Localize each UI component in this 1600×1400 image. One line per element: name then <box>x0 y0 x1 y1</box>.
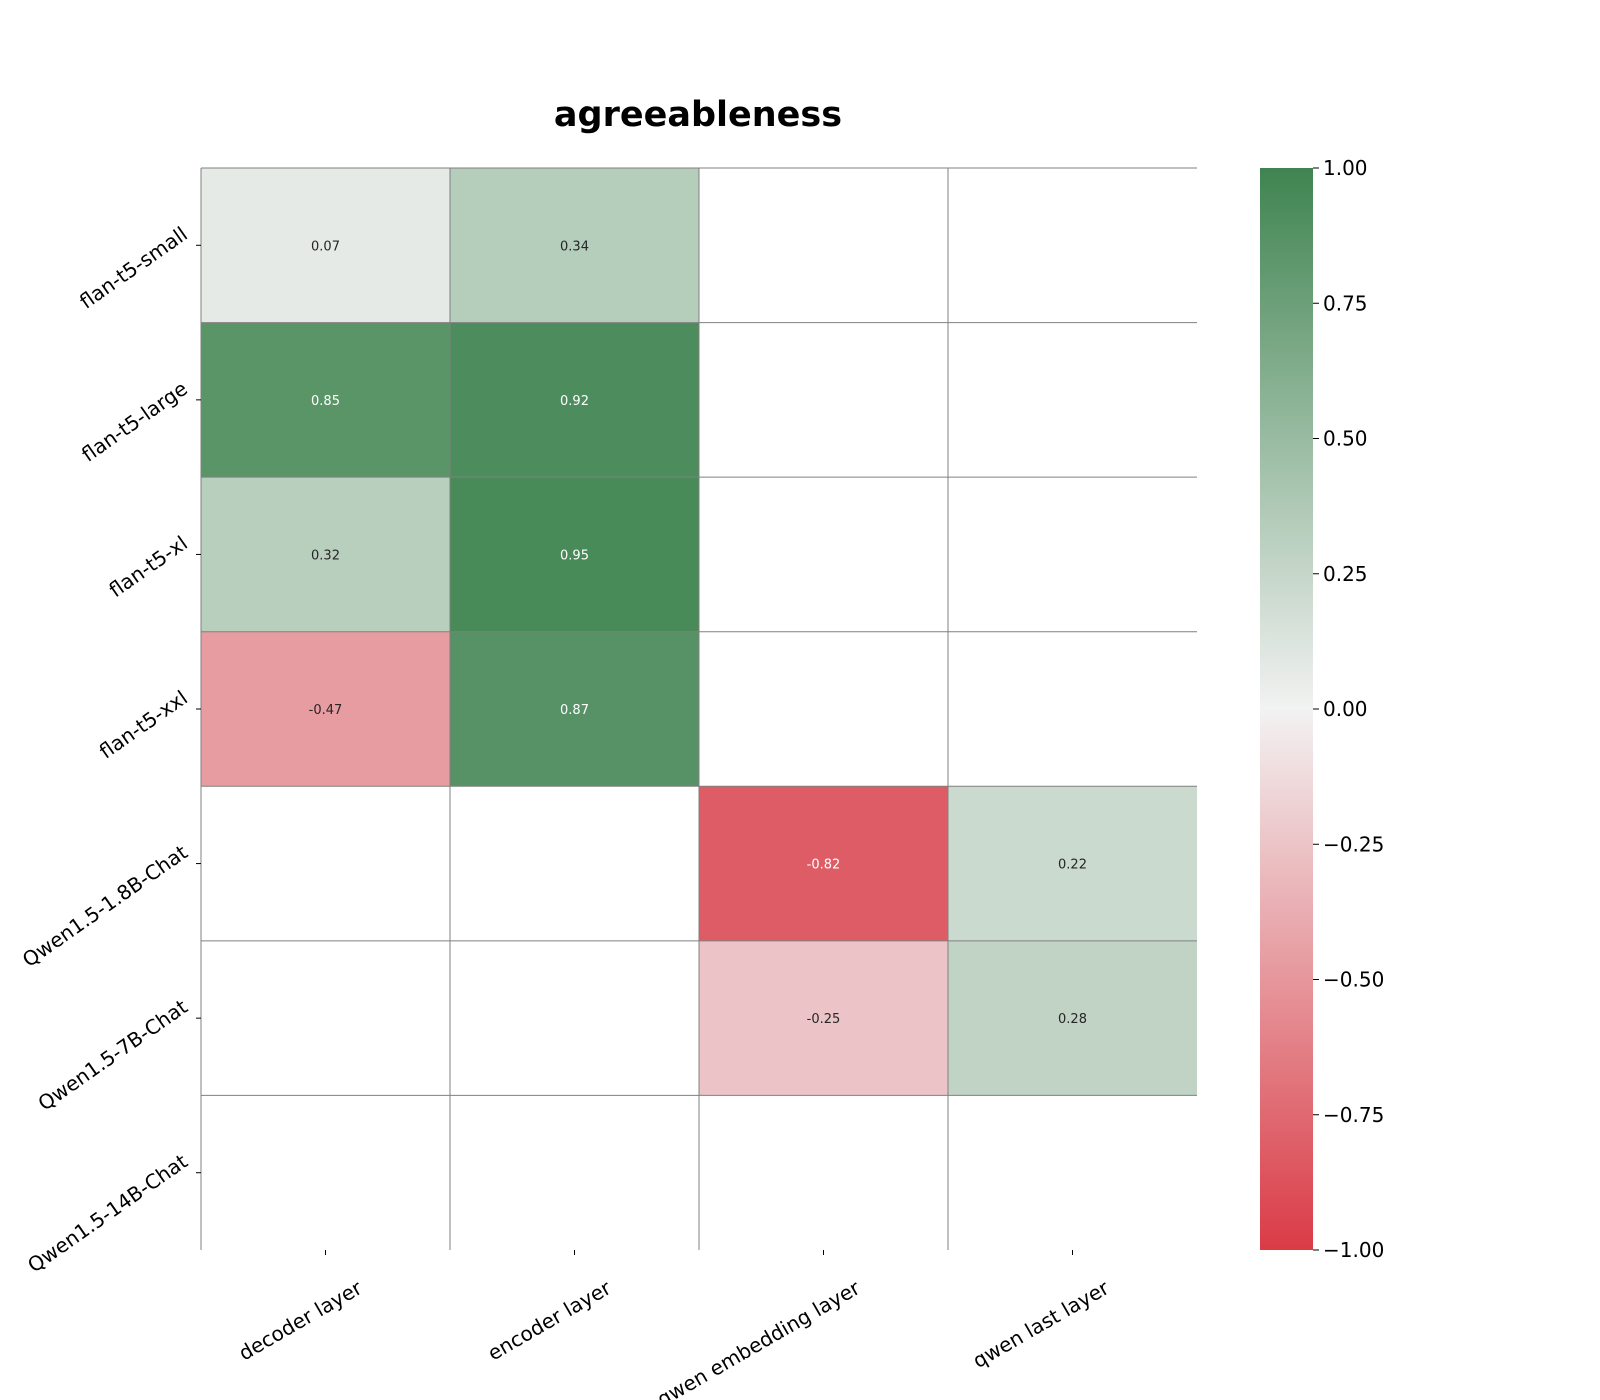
heatmap-grid <box>200 167 1197 1250</box>
heatmap-cell <box>201 168 450 323</box>
cell-value-label: -0.25 <box>807 1012 841 1027</box>
colorbar: 1.00 0.75 0.50 0.25 0.00 −0.25 −0.50 −0.75 −1.00 <box>1260 156 1384 1262</box>
y-tick-label: flan-t5-small <box>75 222 192 314</box>
y-tick-label: flan-t5-large <box>77 376 192 466</box>
heatmap-cell <box>201 631 450 787</box>
cell-value-label: 0.32 <box>311 548 340 563</box>
heatmap-cells <box>201 168 1197 1096</box>
y-tick-label: Qwen1.5-7B-Chat <box>34 994 192 1115</box>
y-tick-label: Qwen1.5-1.8B-Chat <box>18 840 192 972</box>
y-tick-label: flan-t5-xl <box>104 531 191 602</box>
colorbar-tick-label: 0.75 <box>1323 291 1368 315</box>
y-axis: flan-t5-small flan-t5-large flan-t5-xl flan… <box>18 222 201 1277</box>
heatmap-cell <box>948 940 1197 1096</box>
cell-value-label: -0.47 <box>309 703 343 718</box>
colorbar-tick-label: 0.50 <box>1323 427 1368 451</box>
heatmap-cell <box>948 786 1197 941</box>
colorbar-tick-label: −0.50 <box>1323 968 1384 992</box>
colorbar-tick-label: −1.00 <box>1323 1238 1384 1262</box>
cell-value-label: 0.92 <box>560 394 589 409</box>
heatmap-cell <box>450 631 699 787</box>
x-axis: decoder layer encoder layer qwen embedding… <box>234 1250 1114 1400</box>
heatmap-cell <box>201 322 450 478</box>
cell-value-label: 0.22 <box>1058 858 1087 873</box>
x-tick-label: qwen embedding layer <box>653 1275 865 1400</box>
cell-value-label: 0.07 <box>311 239 340 254</box>
cell-value-label: 0.95 <box>560 548 589 563</box>
heatmap-cell <box>699 940 948 1096</box>
cell-value-label: 0.87 <box>560 703 589 718</box>
heatmap-value-labels: 0.07 0.34 0.85 0.92 0.32 0.95 -0.47 0.87 -0.82 0.… <box>309 239 1087 1027</box>
heatmap-cell <box>450 168 699 323</box>
colorbar-tick-label: 0.00 <box>1323 697 1368 721</box>
y-tick-label: Qwen1.5-14B-Chat <box>23 1149 192 1277</box>
cell-value-label: 0.85 <box>311 394 340 409</box>
colorbar-tick-label: 1.00 <box>1323 156 1368 180</box>
heatmap-cell <box>450 322 699 478</box>
heatmap-cell <box>450 477 699 632</box>
cell-value-label: -0.82 <box>807 858 841 873</box>
cell-value-label: 0.28 <box>1058 1012 1087 1027</box>
colorbar-tick-label: −0.75 <box>1323 1103 1384 1127</box>
x-tick-label: encoder layer <box>484 1275 616 1365</box>
chart-title: agreeableness <box>554 95 842 135</box>
heatmap-cell <box>699 786 948 941</box>
x-tick-label: qwen last layer <box>968 1275 1113 1373</box>
x-tick-label: decoder layer <box>234 1275 366 1365</box>
colorbar-gradient <box>1260 168 1313 1250</box>
cell-value-label: 0.34 <box>560 239 589 254</box>
colorbar-tick-label: −0.25 <box>1323 832 1384 856</box>
y-tick-label: flan-t5-xxl <box>95 685 192 763</box>
colorbar-tick-label: 0.25 <box>1323 562 1368 586</box>
heatmap-cell <box>201 477 450 632</box>
